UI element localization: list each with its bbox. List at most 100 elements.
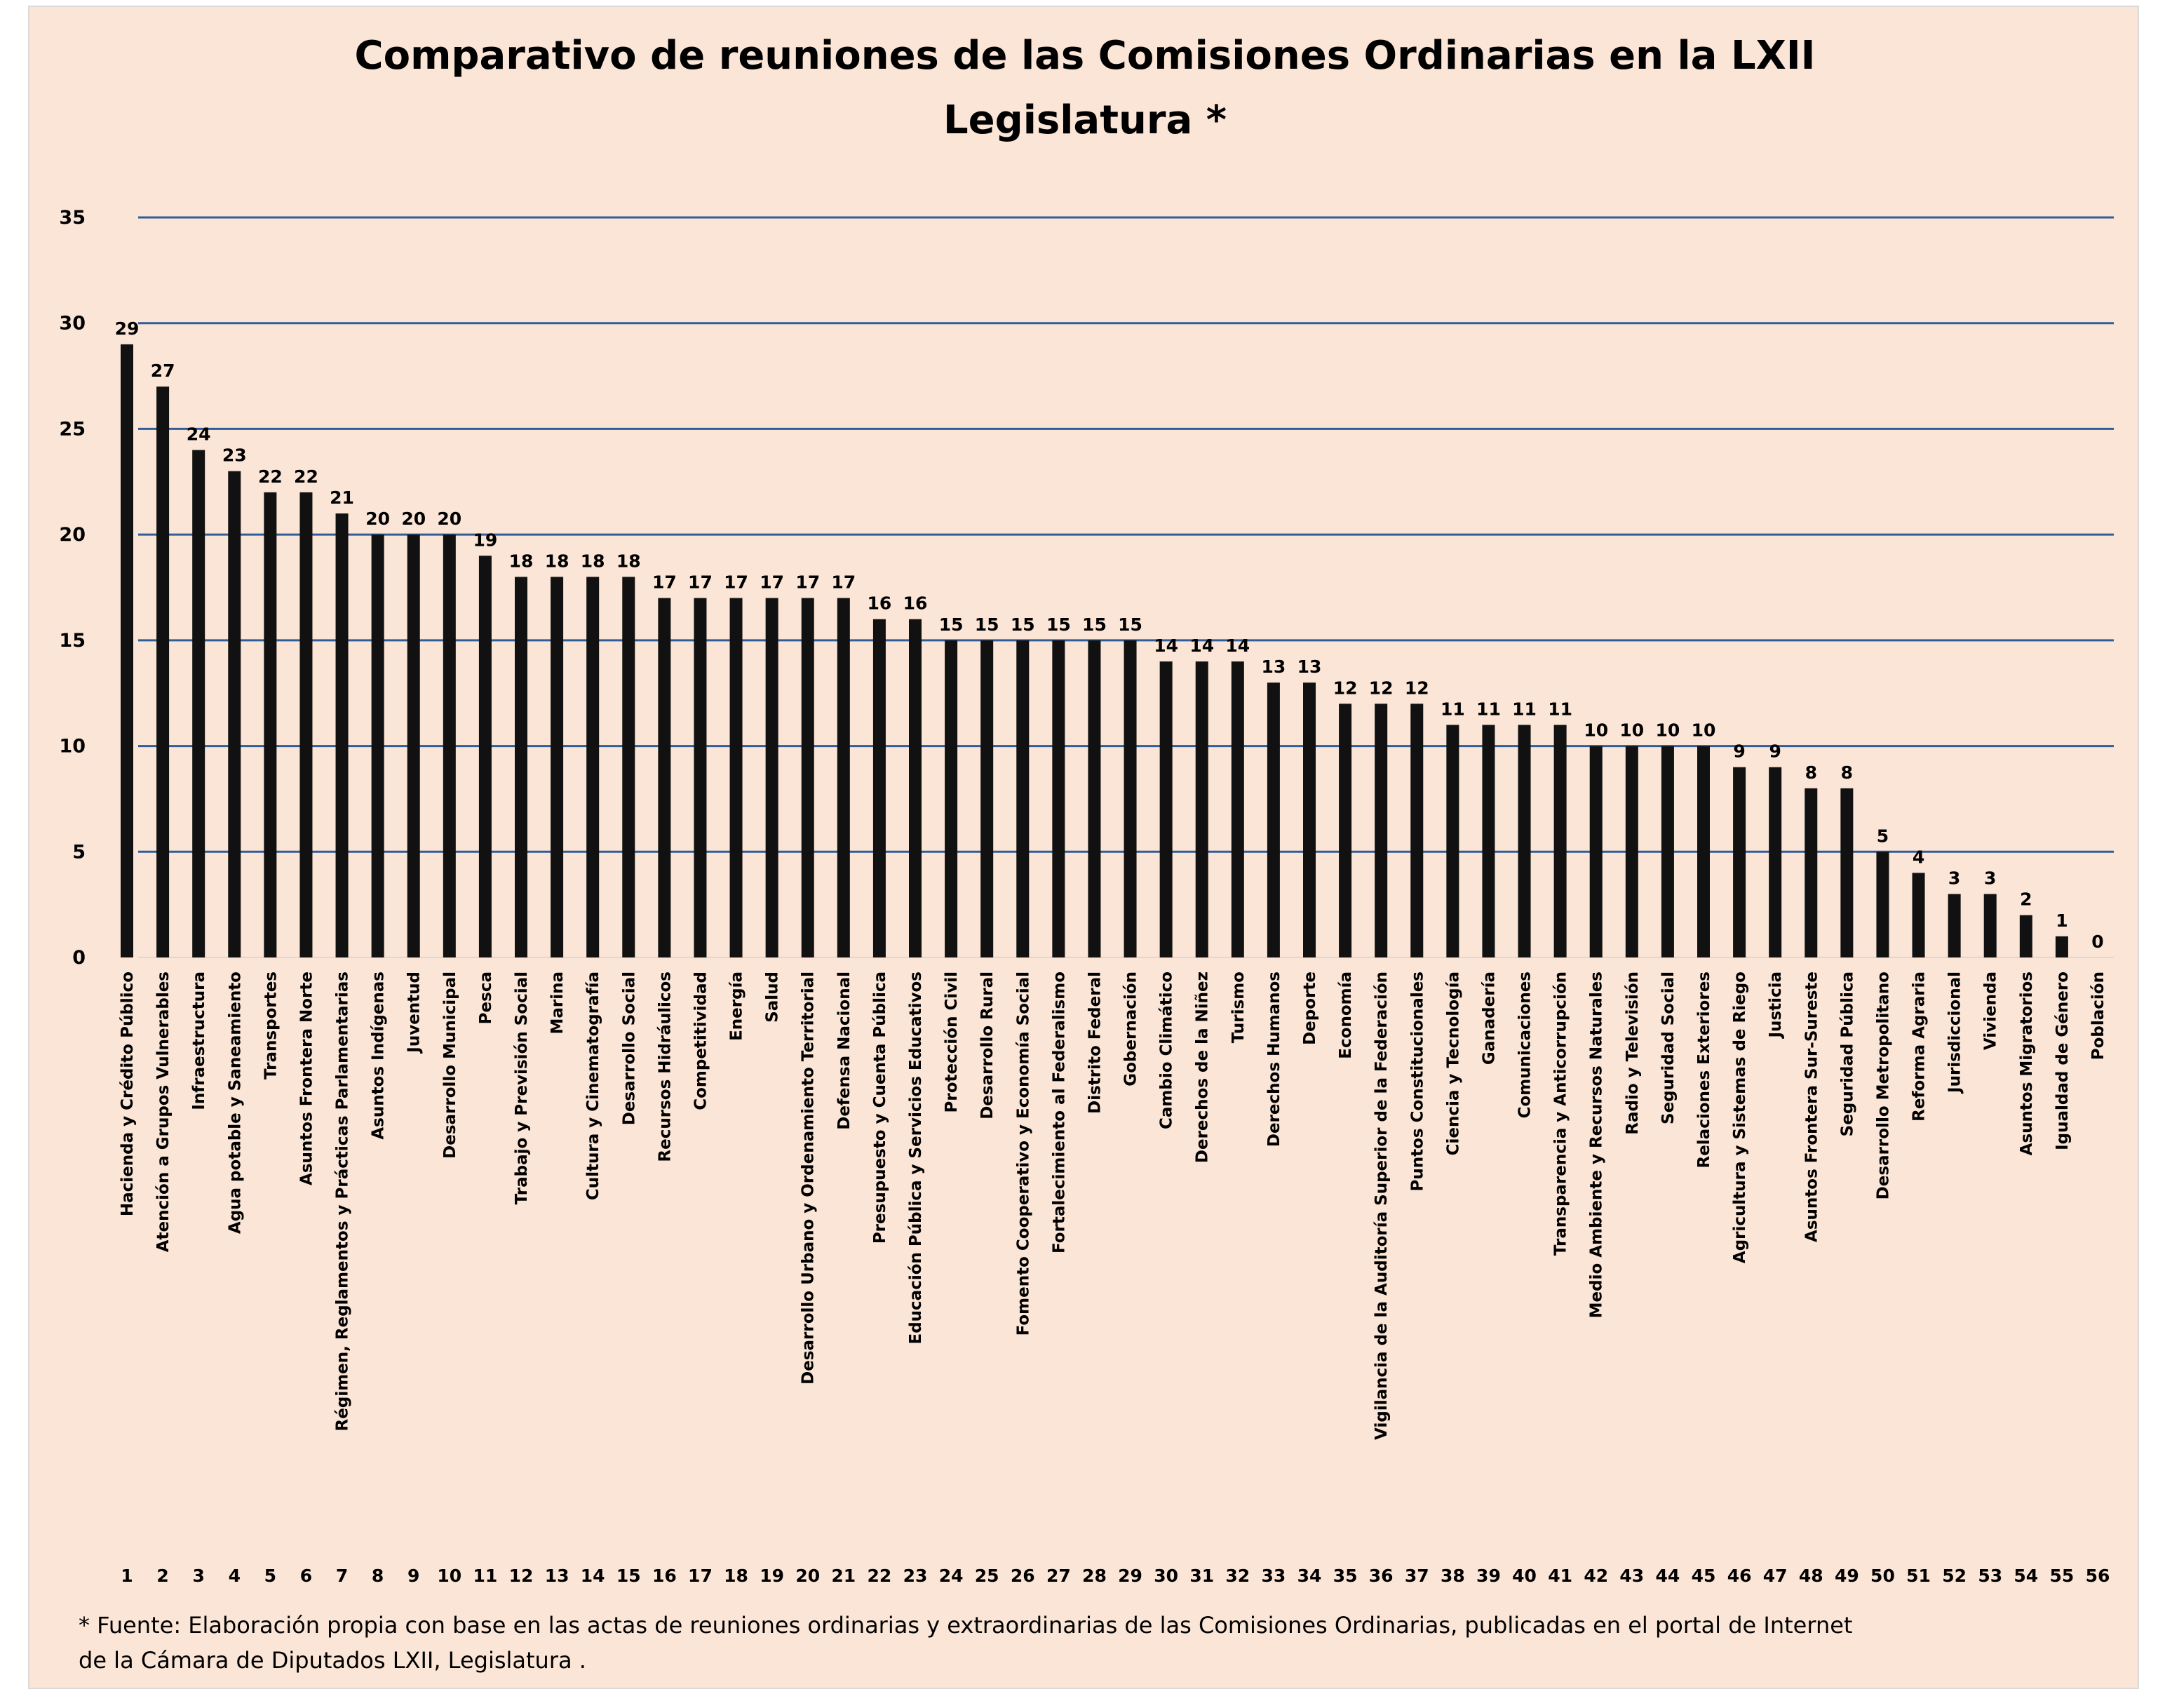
data-label: 9: [1769, 741, 1781, 762]
data-label: 10: [1584, 720, 1608, 741]
category-label: Derechos de la Niñez: [1194, 971, 1212, 1163]
category-number: 3: [192, 1566, 204, 1586]
bar: [1339, 704, 1352, 957]
category-label: Fomento Cooperativo y Economía Social: [1014, 971, 1032, 1336]
category-label: Asuntos Frontera Sur-Sureste: [1802, 971, 1821, 1242]
category-number: 28: [1082, 1566, 1107, 1586]
data-label: 17: [795, 572, 820, 593]
y-tick-label: 25: [59, 418, 86, 440]
category-label: Transparencia y Anticorrupción: [1552, 971, 1570, 1256]
category-number: 34: [1297, 1566, 1322, 1586]
data-label: 18: [581, 551, 605, 571]
category-number: 32: [1225, 1566, 1250, 1586]
category-number: 14: [581, 1566, 605, 1586]
category-label: Asuntos Migratorios: [2018, 971, 2036, 1155]
category-label: Población: [2089, 971, 2107, 1060]
category-label: Agua potable y Saneamiento: [226, 971, 244, 1234]
category-label: Trabajo y Previsión Social: [513, 971, 531, 1204]
bar: [1876, 852, 1889, 957]
bar: [1518, 725, 1531, 957]
category-label: Pesca: [477, 971, 495, 1024]
category-number: 1: [121, 1566, 133, 1586]
data-label: 15: [1011, 614, 1035, 635]
bar: [2019, 915, 2032, 957]
category-label: Igualdad de Género: [2053, 971, 2072, 1150]
data-label: 17: [724, 572, 748, 593]
category-number: 10: [437, 1566, 461, 1586]
data-label: 19: [473, 530, 498, 550]
data-label: 13: [1262, 657, 1286, 677]
data-label: 21: [330, 487, 354, 508]
bar: [622, 577, 635, 957]
y-axis-ticks: 0 5 10 15 20 25 30 35: [59, 207, 86, 969]
data-label: 17: [760, 572, 784, 593]
category-label: Reforma Agraria: [1910, 971, 1929, 1122]
category-label: Medio Ambiente y Recursos Naturales: [1588, 971, 1606, 1318]
category-number: 11: [473, 1566, 498, 1586]
data-label: 18: [509, 551, 534, 571]
bar: [156, 386, 170, 957]
data-label: 14: [1154, 636, 1178, 656]
bar: [980, 640, 994, 957]
bars: [121, 344, 2068, 957]
category-number: 51: [1906, 1566, 1931, 1586]
data-label: 14: [1189, 636, 1214, 656]
category-number: 12: [509, 1566, 534, 1586]
category-label: Seguridad Pública: [1838, 971, 1856, 1136]
data-label: 20: [437, 509, 461, 529]
category-number: 27: [1046, 1566, 1071, 1586]
category-label: Competitividad: [692, 971, 710, 1110]
bar: [1410, 704, 1424, 957]
bar: [1195, 661, 1208, 957]
data-label: 11: [1548, 699, 1572, 719]
category-number: 47: [1763, 1566, 1788, 1586]
category-label: Vigilancia de la Auditoría Superior de l…: [1372, 971, 1391, 1440]
category-label: Seguridad Social: [1659, 971, 1678, 1124]
bar: [515, 577, 527, 957]
bar: [121, 344, 133, 957]
category-number: 38: [1441, 1566, 1465, 1586]
category-number: 30: [1154, 1566, 1178, 1586]
data-label: 17: [831, 572, 856, 593]
category-label: Cultura y Cinematografía: [584, 971, 602, 1200]
category-number: 42: [1584, 1566, 1608, 1586]
category-label: Educación Pública y Servicios Educativos: [907, 971, 925, 1345]
category-number: 15: [616, 1566, 641, 1586]
data-label: 10: [1692, 720, 1716, 741]
bar: [1769, 767, 1782, 957]
category-number: 46: [1727, 1566, 1752, 1586]
bar: [1231, 661, 1244, 957]
bar: [586, 577, 600, 957]
category-label: Salud: [764, 971, 782, 1023]
category-label: Juventud: [405, 971, 424, 1054]
data-label: 13: [1297, 657, 1322, 677]
data-label: 20: [401, 509, 426, 529]
category-label: Ciencia y Tecnología: [1444, 971, 1462, 1155]
bar: [551, 577, 564, 957]
category-number: 35: [1333, 1566, 1358, 1586]
data-label: 5: [1877, 826, 1889, 846]
data-label: 4: [1913, 847, 1924, 867]
category-label: Comunicaciones: [1516, 971, 1535, 1118]
category-label: Agricultura y Sistemas de Riego: [1731, 971, 1749, 1263]
category-label: Fortalecimiento al Federalismo: [1050, 971, 1068, 1253]
bar: [1052, 640, 1065, 957]
y-tick-label: 30: [59, 313, 86, 335]
data-label: 1: [2056, 910, 2068, 931]
bar: [192, 450, 205, 957]
category-label: Desarrollo Rural: [978, 971, 997, 1119]
category-label: Desarrollo Urbano y Ordenamiento Territo…: [800, 971, 818, 1385]
data-label: 15: [939, 614, 964, 635]
category-label: Recursos Hidráulicos: [656, 971, 674, 1162]
category-label: Cambio Climático: [1158, 971, 1176, 1129]
category-number: 40: [1512, 1566, 1537, 1586]
data-label: 16: [903, 593, 928, 614]
y-tick-label: 0: [72, 947, 86, 969]
data-label: 18: [545, 551, 569, 571]
bar: [1840, 788, 1854, 957]
bar: [478, 556, 492, 957]
data-label: 11: [1476, 699, 1501, 719]
bar-chart: Comparativo de reuniones de las Comision…: [59, 33, 2114, 1674]
bar: [2055, 936, 2068, 957]
data-label: 23: [222, 445, 247, 466]
